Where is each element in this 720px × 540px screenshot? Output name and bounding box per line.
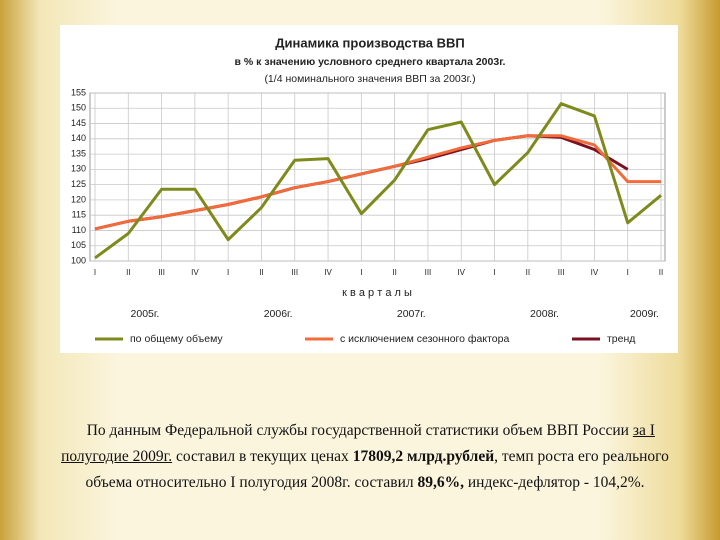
- y-tick-label: 105: [71, 240, 86, 250]
- x-tick-label: II: [259, 268, 263, 277]
- chart: Динамика производства ВВП в % к значению…: [70, 35, 666, 345]
- x-tick-label: III: [158, 268, 165, 277]
- x-tick-label: IV: [191, 268, 199, 277]
- year-label: 2008г.: [530, 308, 559, 320]
- x-tick-label: II: [526, 268, 530, 277]
- legend-label: с исключением сезонного фактора: [340, 333, 509, 345]
- y-tick-label: 100: [71, 255, 86, 265]
- x-tick-label: I: [94, 268, 96, 277]
- y-tick-label: 130: [71, 164, 86, 174]
- caption-underlined: за I полугодие 2009г.: [61, 422, 655, 465]
- y-tick-label: 125: [71, 179, 86, 189]
- year-label: 2009г.: [630, 308, 659, 320]
- x-tick-label: III: [425, 268, 432, 277]
- x-tick-label: IV: [324, 268, 332, 277]
- chart-note: (1/4 номинального значения ВВП за 2003г.…: [264, 73, 475, 85]
- caption-bold: 89,6%,: [417, 474, 465, 491]
- x-tick-label: I: [627, 268, 629, 277]
- caption-text: , темп роста его реального объема относи…: [85, 448, 669, 491]
- y-tick-label: 145: [71, 118, 86, 128]
- y-tick-label: 135: [71, 148, 86, 158]
- y-tick-label: 120: [71, 194, 86, 204]
- y-tick-label: 150: [71, 103, 86, 113]
- y-tick-label: 115: [72, 210, 86, 220]
- x-tick-label: I: [360, 268, 362, 277]
- caption-bold: 17809,2 млрд.рублей: [352, 448, 495, 465]
- x-tick-label: III: [558, 268, 565, 277]
- legend-label: тренд: [607, 333, 635, 345]
- chart-title: Динамика производства ВВП: [275, 35, 465, 50]
- series-line: [94, 102, 662, 260]
- series-line: [94, 134, 661, 231]
- caption: По данным Федеральной службы государстве…: [40, 418, 690, 496]
- x-tick-label: I: [493, 268, 495, 277]
- x-axis-label: к в а р т а л ы: [342, 287, 412, 299]
- caption-text: По данным Федеральной службы государстве…: [86, 422, 633, 439]
- y-tick-label: 140: [71, 133, 86, 143]
- x-tick-label: III: [291, 268, 298, 277]
- x-tick-label: IV: [591, 268, 599, 277]
- x-tick-label: II: [126, 268, 130, 277]
- x-tick-label: II: [659, 268, 663, 277]
- x-tick-label: IV: [457, 268, 465, 277]
- caption-text: индекс-дефлятор - 104,2%.: [464, 474, 645, 491]
- y-tick-label: 155: [71, 87, 86, 97]
- year-label: 2005г.: [131, 308, 160, 320]
- x-tick-label: II: [392, 268, 396, 277]
- legend-label: по общему объему: [130, 333, 223, 345]
- caption-text: составил в текущих ценах: [172, 448, 353, 465]
- x-tick-label: I: [227, 268, 229, 277]
- y-tick-label: 110: [72, 225, 86, 235]
- year-label: 2006г.: [264, 308, 293, 320]
- chart-subtitle: в % к значению условного среднего кварта…: [235, 56, 506, 68]
- year-label: 2007г.: [397, 308, 426, 320]
